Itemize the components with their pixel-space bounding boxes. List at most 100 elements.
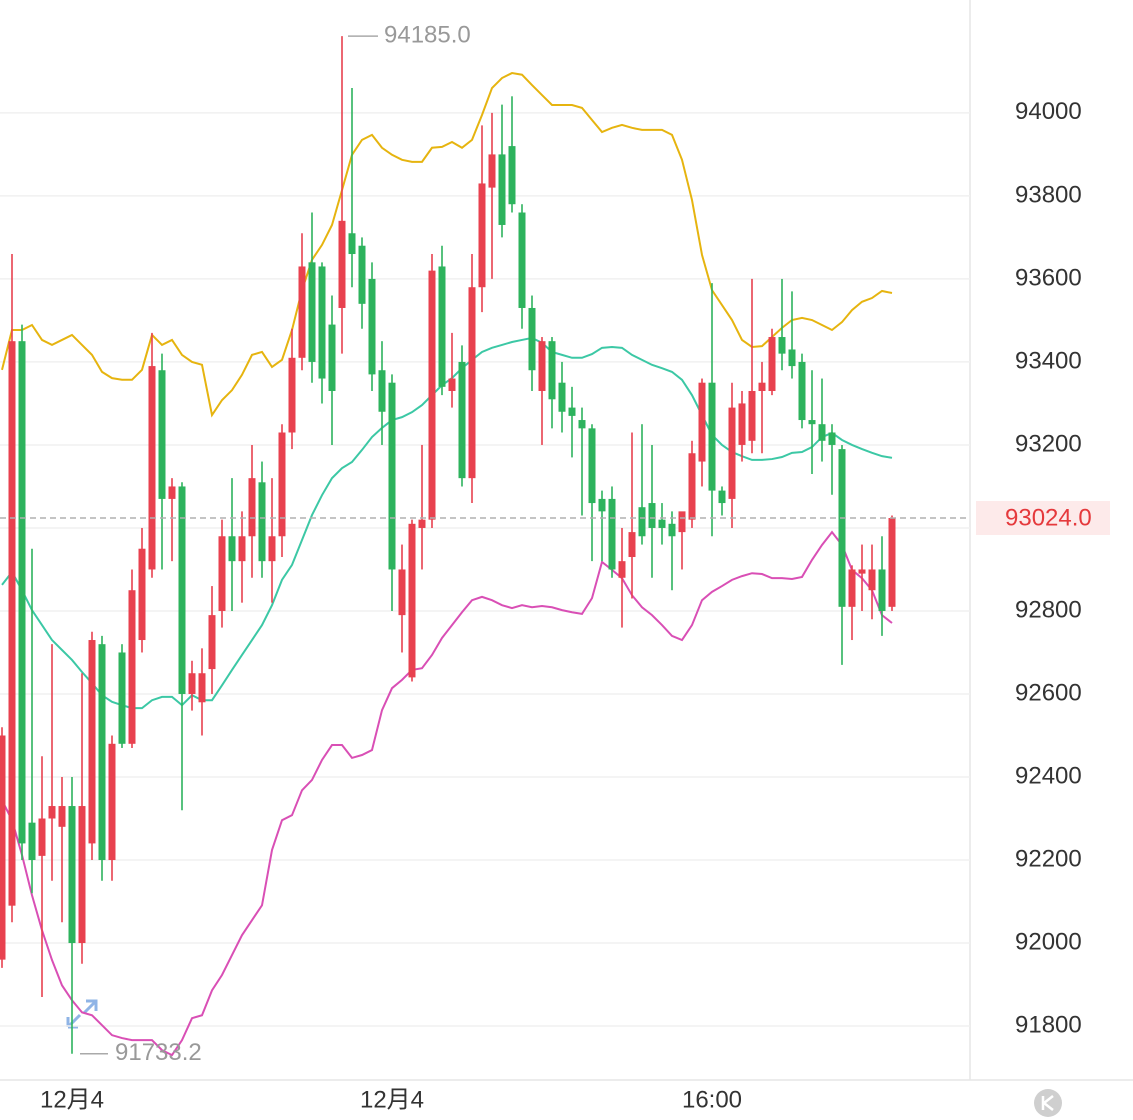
candle-body [738, 403, 746, 445]
y-tick-label: 92000 [1015, 928, 1082, 955]
candle-body [618, 561, 626, 578]
candle-body [198, 673, 206, 703]
candle-body [178, 486, 186, 694]
candle-body [848, 569, 856, 607]
x-tick-label: 16:00 [682, 1086, 742, 1113]
candle-body [498, 154, 506, 225]
candle-body [588, 428, 596, 504]
kline-button[interactable] [1034, 1089, 1062, 1117]
candle-body [88, 640, 96, 844]
candle-body [818, 424, 826, 441]
candle-body [428, 270, 436, 520]
low-annotation: 91733.2 [115, 1039, 202, 1066]
y-tick-label: 91800 [1015, 1011, 1082, 1038]
candle-body [8, 341, 16, 906]
candle-body [878, 569, 886, 611]
candle-body [98, 644, 106, 861]
candle-body [158, 370, 166, 499]
y-tick-label: 92400 [1015, 762, 1082, 789]
switch-icon[interactable] [66, 999, 98, 1029]
candle-body [638, 507, 646, 537]
candle-body [528, 307, 536, 371]
candle-body [78, 806, 86, 944]
candle-body [418, 519, 426, 528]
y-tick-label: 93400 [1015, 347, 1082, 374]
last-price-box [976, 501, 1110, 536]
candle-body [758, 382, 766, 391]
candle-body [608, 498, 616, 570]
candle-body [518, 212, 526, 308]
candle-body [558, 382, 566, 412]
candle-body [708, 382, 716, 491]
band-line [1, 530, 893, 1057]
candle-body [28, 822, 36, 861]
candle-body [288, 357, 296, 433]
candle-body [328, 324, 336, 391]
candle-body [268, 536, 276, 562]
candle-body [238, 536, 246, 562]
band-line [1, 336, 893, 710]
last-price-label: 93024.0 [1005, 504, 1092, 531]
candle-body [128, 590, 136, 744]
y-tick-label: 94000 [1015, 98, 1082, 125]
candle-body [698, 382, 706, 462]
candle-body [778, 337, 786, 354]
candle-body [768, 337, 776, 391]
candle-body [798, 361, 806, 421]
candle-body [538, 341, 546, 391]
candle-body [838, 449, 846, 607]
candle-body [578, 420, 586, 429]
candle-body [388, 382, 396, 570]
candle-body [648, 503, 656, 528]
candle-body [728, 407, 736, 499]
candle-body [678, 511, 686, 533]
candle-body [548, 341, 556, 400]
candle-body [408, 523, 416, 678]
candle-body [628, 532, 636, 558]
candle-body [168, 486, 176, 499]
candle-body [318, 266, 326, 379]
candle-body [458, 361, 466, 479]
candle-body [438, 266, 446, 387]
y-tick-label: 92800 [1015, 596, 1082, 623]
y-tick-label: 92200 [1015, 845, 1082, 872]
kline-button-glyph [1041, 1095, 1054, 1111]
candle-body [378, 370, 386, 412]
candle-body [228, 536, 236, 562]
candle-body [808, 420, 816, 425]
switch-arrows [66, 999, 98, 1029]
candle-body [658, 519, 666, 528]
candle-body [828, 432, 836, 445]
kline-button-circle [1034, 1089, 1062, 1117]
candle-body [108, 743, 116, 861]
candle-body [258, 482, 266, 562]
band-line [1, 72, 893, 418]
candle-body [568, 407, 576, 416]
candle-body [448, 378, 456, 391]
candle-body [58, 806, 66, 827]
candle-body [298, 266, 306, 358]
candle-body [788, 349, 796, 367]
candle-body [508, 146, 516, 205]
candle-body [688, 453, 696, 520]
candle-body [208, 615, 216, 670]
candle-body [18, 341, 26, 844]
candle-body [218, 536, 226, 611]
x-tick-label: 12月4 [360, 1086, 424, 1113]
candle-body [398, 569, 406, 616]
high-annotation: 94185.0 [384, 21, 471, 48]
candle-body [188, 673, 196, 694]
candle-body [868, 569, 876, 591]
candle-body [888, 518, 896, 607]
candle-body [118, 652, 126, 744]
candle-body [368, 278, 376, 375]
candle-body [488, 154, 496, 188]
candle-body [858, 569, 866, 574]
candle-body [68, 806, 76, 944]
y-tick-label: 93600 [1015, 264, 1082, 291]
candle-body [278, 432, 286, 537]
candle-body [0, 735, 6, 960]
